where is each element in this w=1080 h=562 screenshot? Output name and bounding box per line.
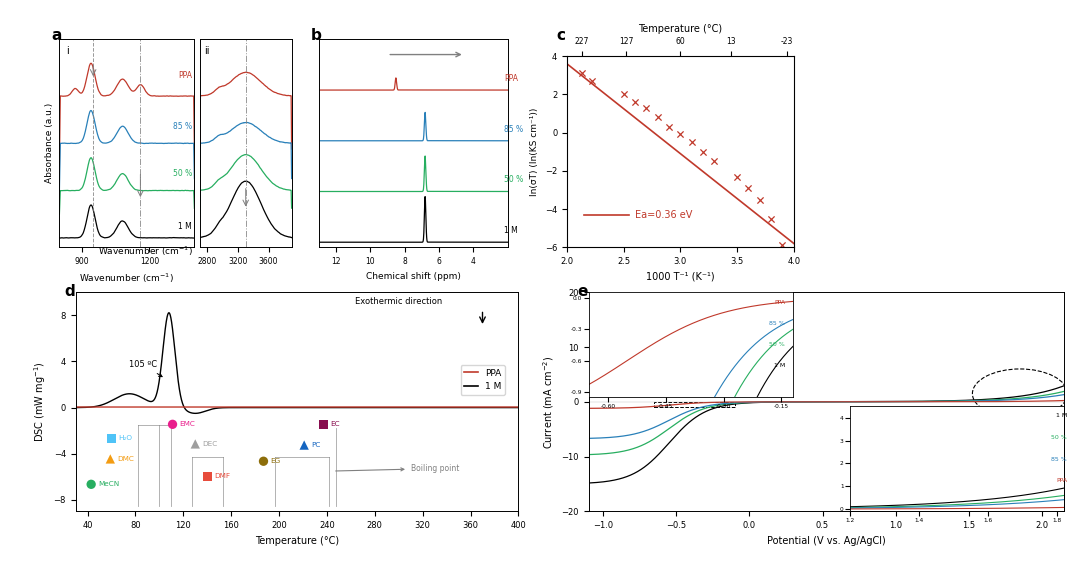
Point [573,69,591,78]
X-axis label: Potential (V vs. Ag/AgCl): Potential (V vs. Ag/AgCl) [767,536,886,546]
Text: a: a [52,28,63,43]
Text: Exothermic direction: Exothermic direction [355,297,443,306]
Text: MeCN: MeCN [98,481,120,487]
Text: c: c [556,28,565,43]
Text: PPA: PPA [178,71,192,80]
Text: 85 %: 85 % [173,122,192,131]
Y-axis label: DSC (mW mg$^{-1}$): DSC (mW mg$^{-1}$) [32,361,48,442]
X-axis label: Chemical shift (ppm): Chemical shift (ppm) [366,271,460,280]
Text: d: d [65,284,76,299]
Text: PC: PC [311,442,321,448]
Point [649,113,666,122]
Text: 50 %: 50 % [173,169,192,178]
Point [762,214,780,223]
Point [694,147,712,156]
Text: EG: EG [271,458,281,464]
Text: 1 M: 1 M [178,222,192,231]
Text: Wavenumber (cm$^{-1}$): Wavenumber (cm$^{-1}$) [98,244,193,258]
Point [102,455,119,464]
Point [637,103,654,112]
Point [752,195,769,204]
Point [164,420,181,429]
Text: Ea=0.36 eV: Ea=0.36 eV [635,210,692,220]
Point [660,123,678,132]
Text: EC: EC [330,422,340,427]
Text: ii: ii [204,46,210,56]
X-axis label: Temperature (°C): Temperature (°C) [638,24,723,34]
Point [773,241,791,250]
Y-axis label: Absorbance (a.u.): Absorbance (a.u.) [45,103,54,183]
Point [296,441,313,450]
Point [583,76,600,85]
Text: e: e [578,284,589,299]
Text: H₂O: H₂O [119,435,133,441]
Point [255,457,272,466]
Text: DMC: DMC [118,456,134,462]
Text: EMC: EMC [179,422,195,427]
Text: 50 %: 50 % [504,175,524,184]
Text: DEC: DEC [202,441,218,447]
Text: DMF: DMF [215,473,230,479]
Point [626,98,644,107]
Legend: PPA, 1 M: PPA, 1 M [461,365,505,395]
Text: 105 ºC: 105 ºC [130,360,162,377]
Y-axis label: Current (mA cm$^{-2}$): Current (mA cm$^{-2}$) [541,355,556,448]
Text: i: i [66,46,69,56]
Point [187,439,204,448]
Y-axis label: ln(σT) (ln(KS cm⁻¹)): ln(σT) (ln(KS cm⁻¹)) [530,107,539,196]
Text: b: b [311,28,322,43]
Point [616,90,633,99]
Text: PPA: PPA [504,74,518,83]
Point [82,480,99,489]
Bar [654,402,734,407]
Point [684,138,701,147]
Point [103,434,120,443]
Point [672,129,689,138]
Text: Boiling point: Boiling point [336,464,459,473]
Point [728,172,745,181]
X-axis label: Wavenumber (cm$^{-1}$): Wavenumber (cm$^{-1}$) [80,271,174,285]
Text: 85 %: 85 % [504,125,524,134]
Point [314,420,332,429]
Text: 1 M: 1 M [504,226,518,235]
Point [199,472,216,481]
Point [740,184,757,193]
Point [706,157,724,166]
X-axis label: Temperature (°C): Temperature (°C) [255,536,339,546]
X-axis label: 1000 T⁻¹ (K⁻¹): 1000 T⁻¹ (K⁻¹) [646,271,715,282]
